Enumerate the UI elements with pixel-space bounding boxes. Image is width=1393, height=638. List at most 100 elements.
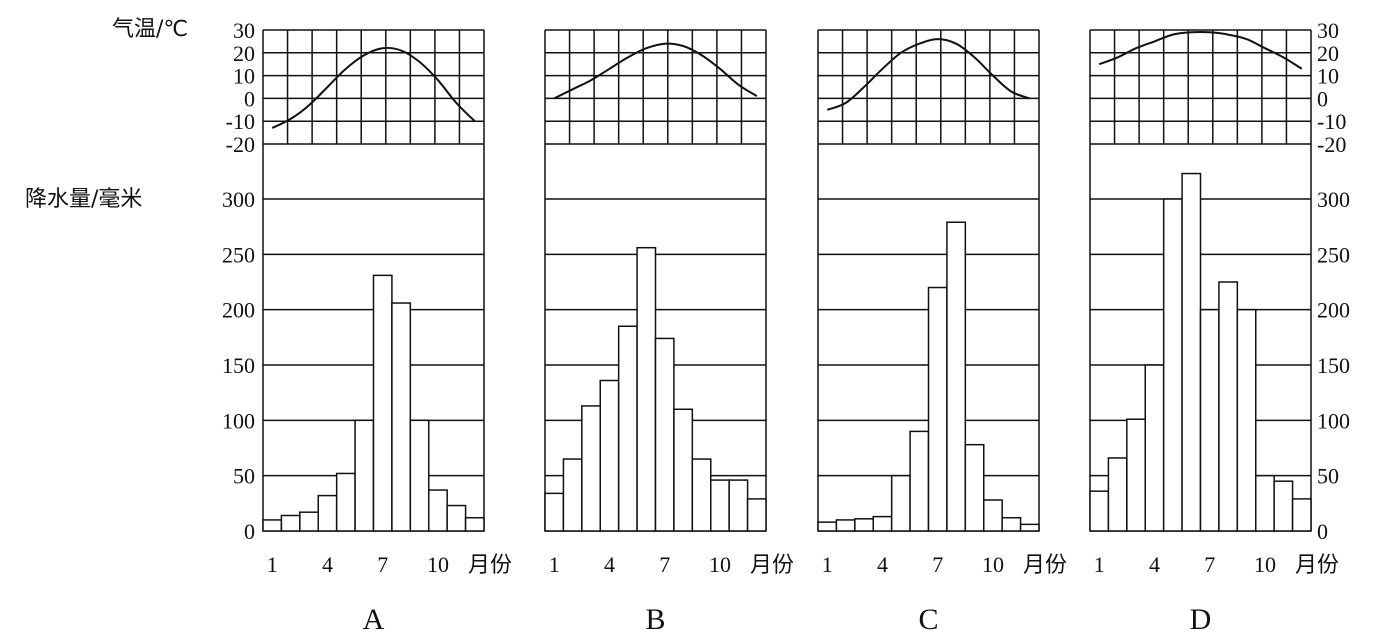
precip-tick-label: 150 — [222, 353, 255, 378]
temp-tick-label: -10 — [226, 109, 255, 134]
precipitation-axis-title: 降水量/毫米 — [25, 187, 142, 212]
precip-tick-label: 200 — [1317, 298, 1350, 323]
precip-bar — [599, 379, 620, 532]
temperature-line — [826, 38, 1031, 111]
precip-tick-label: 50 — [233, 464, 255, 489]
precip-bar — [1126, 418, 1147, 532]
precip-bar — [691, 458, 712, 532]
temp-tick-label: 20 — [1317, 41, 1339, 66]
temp-tick-label: -20 — [226, 132, 255, 157]
precip-bar — [890, 474, 911, 532]
precip-bar — [746, 498, 767, 532]
precip-bar — [636, 246, 657, 532]
precip-bar — [354, 419, 375, 532]
precip-bar — [654, 337, 675, 532]
precip-bar — [817, 521, 838, 532]
precip-bar — [1218, 281, 1239, 532]
precip-bar — [280, 514, 301, 532]
panel-label: A — [363, 603, 385, 636]
month-tick-label: 7 — [659, 552, 670, 577]
precip-bar — [544, 492, 565, 532]
month-tick-label: 10 — [1254, 552, 1276, 577]
precip-bar — [372, 274, 393, 532]
precip-tick-label: 250 — [222, 242, 255, 267]
precip-bar — [964, 443, 985, 532]
precip-bar — [335, 472, 356, 532]
precip-bar — [927, 286, 948, 532]
precip-tick-label: 150 — [1317, 353, 1350, 378]
temp-tick-label: 0 — [244, 86, 255, 111]
precip-bar — [835, 519, 856, 532]
month-axis-label: 月份 — [750, 553, 794, 578]
month-axis-label: 月份 — [1295, 553, 1339, 578]
precip-tick-label: 200 — [222, 298, 255, 323]
month-axis-label: 月份 — [468, 553, 512, 578]
month-tick-label: 4 — [1149, 552, 1160, 577]
temp-tick-label: 20 — [233, 41, 255, 66]
panel-c: 1 4 7 10 月份 C — [817, 29, 1067, 636]
temperature-line — [553, 42, 758, 100]
precip-bar — [1107, 457, 1128, 532]
temp-tick-label: 10 — [1317, 64, 1339, 89]
precip-bar — [1236, 308, 1257, 532]
month-tick-label: 4 — [604, 552, 615, 577]
month-tick-label: 1 — [1094, 552, 1105, 577]
temperature-line — [1098, 31, 1303, 70]
precip-bar — [1001, 516, 1022, 532]
month-tick-label: 4 — [322, 552, 333, 577]
precip-bar — [562, 458, 583, 532]
precip-bar — [710, 479, 730, 532]
precip-bar — [428, 489, 448, 532]
precip-tick-label: 100 — [222, 408, 255, 433]
precip-tick-label: 100 — [1317, 408, 1350, 433]
precip-bar — [1089, 490, 1110, 532]
precip-bar — [1199, 308, 1220, 532]
month-tick-label: 7 — [1204, 552, 1215, 577]
precip-bar — [581, 405, 601, 532]
precip-bar — [946, 221, 967, 532]
precip-bar — [1181, 172, 1202, 532]
precip-bar — [1291, 498, 1312, 532]
panels: 1 4 7 10 月份A3020100-10-203002502001501005001… — [222, 18, 1350, 636]
precip-tick-label: 250 — [1317, 242, 1350, 267]
precip-bar — [1255, 474, 1275, 532]
temperature-line — [271, 46, 476, 129]
precip-bar — [728, 479, 749, 532]
precip-bar — [1273, 480, 1294, 532]
precip-bar — [617, 325, 638, 532]
temp-tick-label: 30 — [1317, 18, 1339, 43]
month-axis-label: 月份 — [1023, 553, 1067, 578]
panel-label: B — [645, 603, 665, 636]
precip-bar — [409, 419, 430, 532]
panel-label: D — [1190, 603, 1212, 636]
precip-bar — [1162, 198, 1183, 532]
temp-tick-label: 0 — [1317, 86, 1328, 111]
precip-bar — [1019, 523, 1040, 532]
precip-bar — [1144, 364, 1165, 532]
precip-bar — [446, 504, 467, 532]
month-tick-label: 1 — [267, 552, 278, 577]
precip-bar — [673, 408, 694, 532]
precip-bar — [909, 430, 930, 532]
temp-tick-label: -10 — [1317, 109, 1346, 134]
temperature-axis-title: 气温/℃ — [112, 17, 188, 42]
precip-bar — [391, 302, 412, 532]
precip-tick-label: 0 — [1317, 519, 1328, 544]
precip-tick-label: 50 — [1317, 464, 1339, 489]
precip-bar — [854, 518, 874, 532]
temp-tick-label: 10 — [233, 64, 255, 89]
precip-bar — [262, 519, 283, 532]
month-tick-label: 4 — [877, 552, 888, 577]
month-tick-label: 10 — [709, 552, 731, 577]
month-tick-label: 1 — [822, 552, 833, 577]
precip-tick-label: 300 — [1317, 187, 1350, 212]
precip-bar — [872, 515, 893, 532]
temp-tick-label: 30 — [233, 18, 255, 43]
temp-tick-label: -20 — [1317, 132, 1346, 157]
precip-bar — [983, 499, 1003, 532]
precip-tick-label: 300 — [222, 187, 255, 212]
precip-bar — [464, 516, 485, 532]
